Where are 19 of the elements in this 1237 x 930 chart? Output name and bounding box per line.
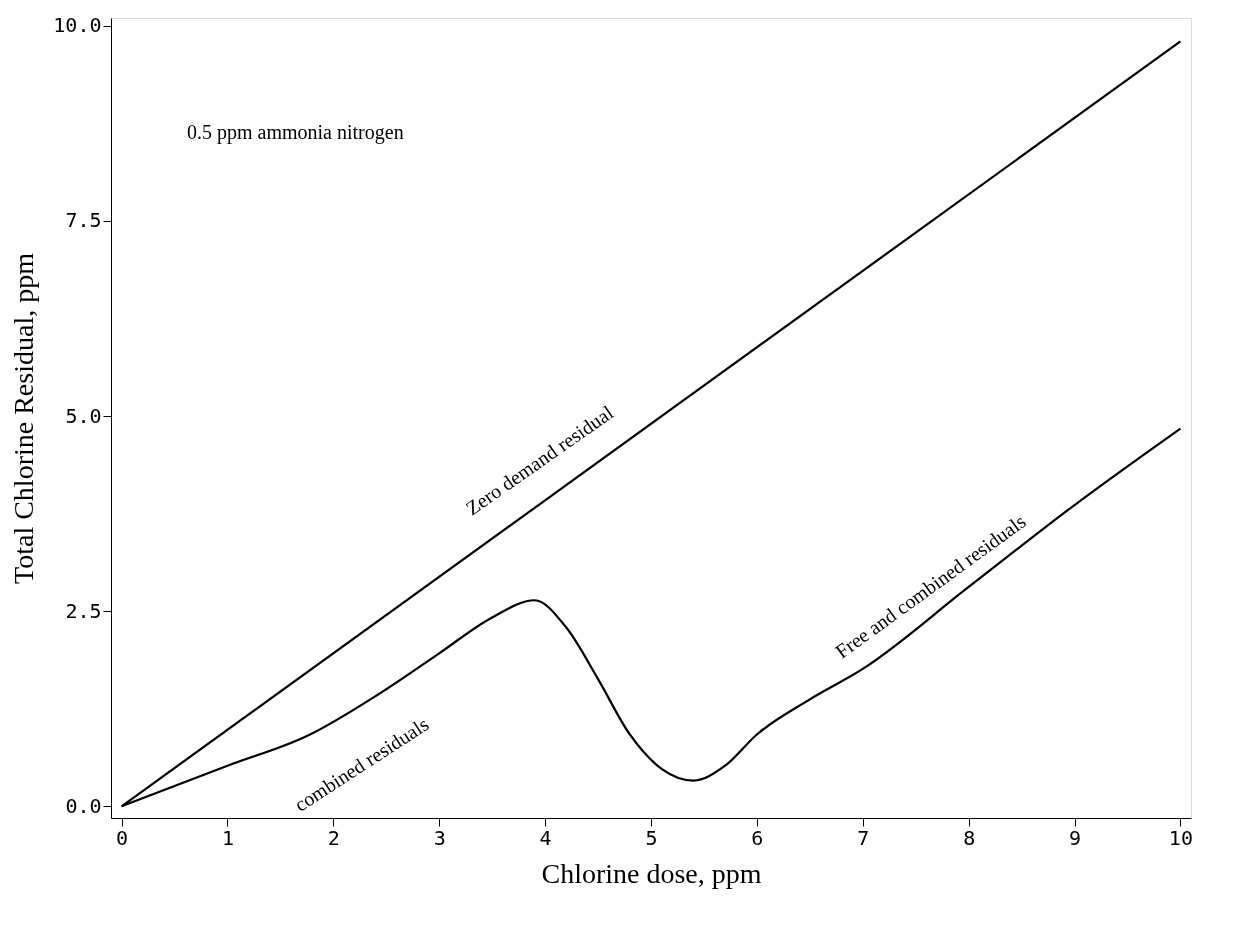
x-tick-label: 1 [221,825,234,850]
annotation: 0.5 ppm ammonia nitrogen [187,121,404,144]
y-tick-label: 10.0 [53,13,102,38]
x-tick-label: 0 [116,825,129,850]
y-tick-label: 2.5 [65,598,102,623]
x-tick-label: 8 [963,825,976,850]
x-tick-label: 9 [1069,825,1082,850]
x-tick-label: 6 [751,825,764,850]
x-tick-label: 5 [645,825,658,850]
x-tick-label: 7 [857,825,870,850]
y-tick-label: 7.5 [65,208,102,233]
y-tick-label: 0.0 [65,793,102,818]
x-tick-label: 10 [1168,825,1193,850]
x-tick-label: 2 [327,825,340,850]
x-tick-label: 3 [433,825,446,850]
x-axis-title: Chlorine dose, ppm [541,857,762,889]
y-axis-title: Total Chlorine Residual, ppm [8,252,40,584]
y-tick-label: 5.0 [65,403,102,428]
x-tick-label: 4 [539,825,552,850]
